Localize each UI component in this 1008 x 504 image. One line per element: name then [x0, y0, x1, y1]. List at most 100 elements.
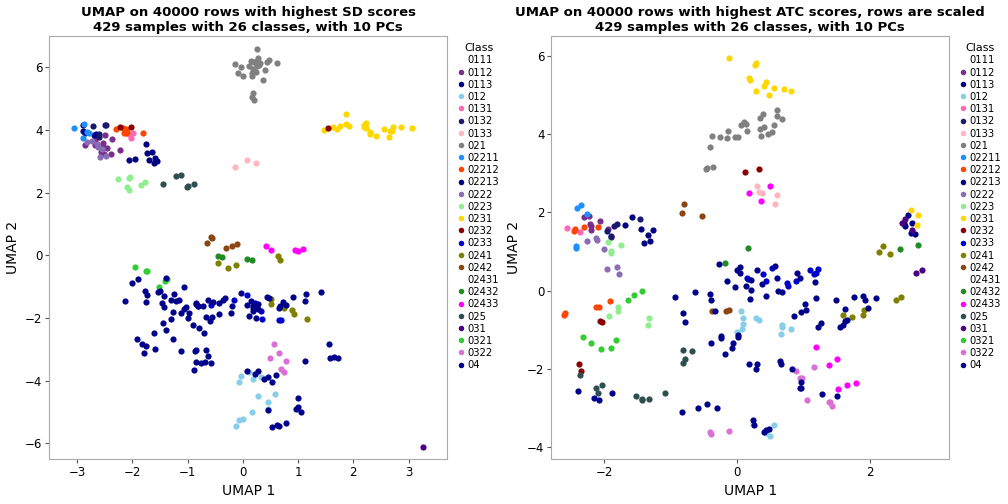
Point	[211, 310, 227, 318]
Point	[569, 244, 585, 253]
Point	[228, 261, 244, 269]
Point	[199, 239, 215, 247]
Point	[738, 120, 754, 128]
Point	[636, 239, 652, 247]
Point	[176, 283, 193, 291]
Point	[215, 296, 231, 304]
Point	[610, 263, 626, 271]
Point	[260, 398, 276, 406]
Point	[292, 408, 308, 416]
Point	[760, 130, 776, 138]
Point	[573, 201, 589, 209]
Point	[269, 59, 285, 67]
Point	[179, 182, 196, 191]
Point	[181, 309, 198, 318]
Point	[603, 297, 619, 305]
Point	[770, 287, 786, 295]
Point	[892, 245, 908, 254]
Point	[78, 129, 94, 137]
Point	[97, 120, 113, 129]
Point	[229, 239, 245, 247]
Point	[250, 392, 266, 400]
Point	[732, 263, 748, 271]
Point	[117, 297, 133, 305]
Point	[632, 215, 648, 223]
Point	[249, 45, 265, 53]
Point	[829, 355, 845, 363]
Point	[737, 168, 753, 176]
Point	[580, 237, 596, 245]
Point	[761, 425, 777, 433]
Point	[244, 408, 260, 416]
Point	[362, 128, 378, 136]
Point	[903, 206, 919, 214]
Point	[273, 316, 289, 324]
Point	[721, 306, 737, 314]
X-axis label: UMAP 1: UMAP 1	[724, 484, 777, 498]
Point	[907, 230, 923, 238]
Point	[592, 217, 608, 225]
Point	[579, 210, 595, 218]
Point	[695, 212, 711, 220]
Point	[704, 296, 720, 304]
Point	[752, 114, 768, 122]
Point	[893, 293, 909, 301]
Point	[233, 372, 249, 381]
Point	[320, 123, 336, 132]
Legend: 0111, 0112, 0113, 012, 0131, 0132, 0133, 021, 02211, 02212, 02213, 0222, 0223, 0: 0111, 0112, 0113, 012, 0131, 0132, 0133,…	[959, 41, 1003, 372]
Point	[253, 372, 269, 381]
Point	[326, 123, 342, 132]
Point	[139, 149, 155, 157]
Point	[896, 219, 912, 227]
Point	[792, 308, 808, 316]
Point	[897, 215, 913, 223]
Point	[82, 129, 98, 137]
Point	[190, 302, 206, 310]
Point	[138, 267, 154, 275]
Point	[633, 395, 649, 403]
Point	[224, 241, 240, 249]
Point	[167, 297, 183, 305]
Point	[261, 294, 277, 302]
Point	[718, 307, 734, 315]
Point	[285, 293, 301, 301]
Point	[250, 367, 266, 375]
Point	[138, 342, 154, 350]
Point	[245, 302, 261, 310]
Point	[197, 358, 213, 366]
Point	[773, 330, 789, 338]
Point	[271, 422, 287, 430]
Point	[667, 293, 683, 301]
Point	[362, 130, 378, 138]
Point	[235, 73, 251, 81]
Point	[735, 320, 751, 328]
Point	[788, 367, 804, 375]
Point	[608, 336, 624, 344]
Point	[246, 58, 262, 67]
Point	[754, 280, 770, 288]
Point	[774, 288, 790, 296]
Point	[241, 62, 257, 71]
Point	[92, 153, 108, 161]
Point	[673, 209, 689, 217]
Point	[204, 313, 220, 321]
Point	[244, 93, 260, 101]
Point	[724, 344, 740, 352]
Point	[836, 310, 852, 319]
Point	[839, 317, 855, 325]
Point	[914, 267, 930, 275]
Point	[569, 242, 585, 250]
Point	[141, 156, 157, 164]
Point	[583, 339, 599, 347]
Point	[675, 309, 691, 317]
Point	[902, 229, 918, 237]
Point	[277, 301, 293, 309]
Point	[133, 180, 149, 188]
Point	[166, 290, 182, 298]
Point	[783, 325, 799, 333]
Point	[719, 277, 735, 285]
Point	[139, 291, 155, 299]
Point	[203, 359, 219, 367]
Point	[603, 247, 619, 255]
Point	[239, 255, 255, 263]
